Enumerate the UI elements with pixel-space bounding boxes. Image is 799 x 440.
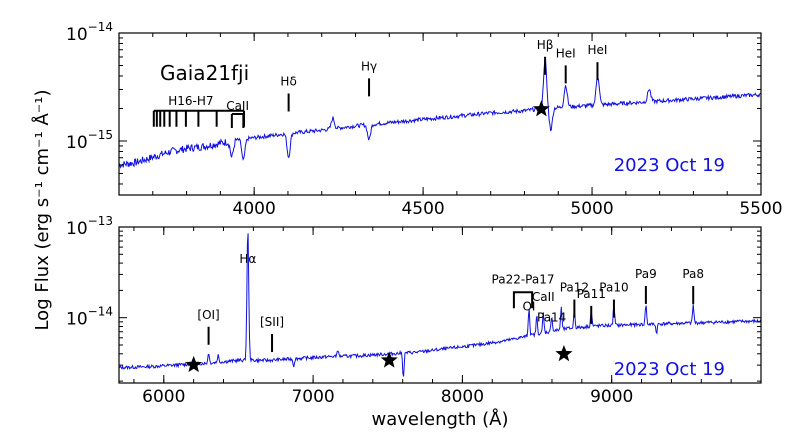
top-y-tick-label: 10−15 bbox=[66, 128, 113, 153]
bottom-star-marker bbox=[555, 345, 573, 362]
top-line-label: HeI bbox=[587, 43, 607, 57]
x-axis-title: wavelength (Å) bbox=[372, 408, 509, 430]
bottom-line-label: [OI] bbox=[197, 308, 219, 322]
top-x-tick-label: 5500 bbox=[739, 199, 782, 219]
bottom-x-tick-label: 8000 bbox=[441, 387, 484, 407]
top-x-tick-label: 5000 bbox=[570, 199, 613, 219]
top-x-tick-label: 4500 bbox=[401, 199, 444, 219]
top-y-tick-label: 10−14 bbox=[66, 20, 113, 45]
top-x-tick-label: 4000 bbox=[233, 199, 276, 219]
bottom-line-label: Pa14 bbox=[537, 311, 566, 325]
y-axis-title: Log Flux (erg s⁻¹ cm⁻¹ Å⁻¹) bbox=[31, 89, 53, 330]
bottom-line-label: Pa8 bbox=[682, 267, 704, 281]
pa22-pa17-bracket bbox=[512, 291, 534, 309]
bottom-x-tick-label: 6000 bbox=[142, 387, 185, 407]
caii-label: CaII bbox=[226, 99, 249, 113]
top-line-label: Hδ bbox=[280, 74, 296, 88]
h16-h7-label: H16-H7 bbox=[168, 94, 213, 108]
top-panel-frame bbox=[118, 32, 762, 196]
bottom-star-marker bbox=[380, 351, 398, 368]
bottom-y-tick-label: 10−14 bbox=[66, 305, 113, 330]
bottom-line-label: Pa11 bbox=[577, 287, 606, 301]
top-line-label: Hβ bbox=[537, 38, 554, 52]
top-line-label: HeI bbox=[556, 46, 576, 60]
bottom-line-label: Hα bbox=[239, 252, 256, 266]
bottom-line-label: Pa9 bbox=[635, 267, 657, 281]
bottom-x-tick-label: 9000 bbox=[590, 387, 633, 407]
top-date-label: 2023 Oct 19 bbox=[614, 155, 725, 176]
bottom-x-tick-label: 7000 bbox=[291, 387, 334, 407]
bottom-line-label: Pa10 bbox=[599, 281, 628, 295]
bottom-line-label: [SII] bbox=[260, 315, 284, 329]
bottom-date-label: 2023 Oct 19 bbox=[614, 359, 725, 380]
pa22-pa17-label: Pa22-Pa17 bbox=[492, 272, 555, 286]
top-star-marker bbox=[532, 100, 550, 117]
bottom-y-tick-label: 10−13 bbox=[66, 214, 113, 239]
bottom-spectrum-line bbox=[119, 233, 761, 377]
top-line-label: Hγ bbox=[361, 59, 377, 73]
top-spectrum-line bbox=[119, 58, 761, 169]
bottom-panel-frame bbox=[118, 226, 762, 384]
bottom-line-label: Pa12 bbox=[560, 281, 589, 295]
oi-label: OI bbox=[522, 299, 535, 313]
object-name-label: Gaia21fji bbox=[160, 61, 249, 85]
bottom-star-marker bbox=[185, 355, 203, 373]
caii-ir-label: CaII bbox=[532, 290, 555, 304]
